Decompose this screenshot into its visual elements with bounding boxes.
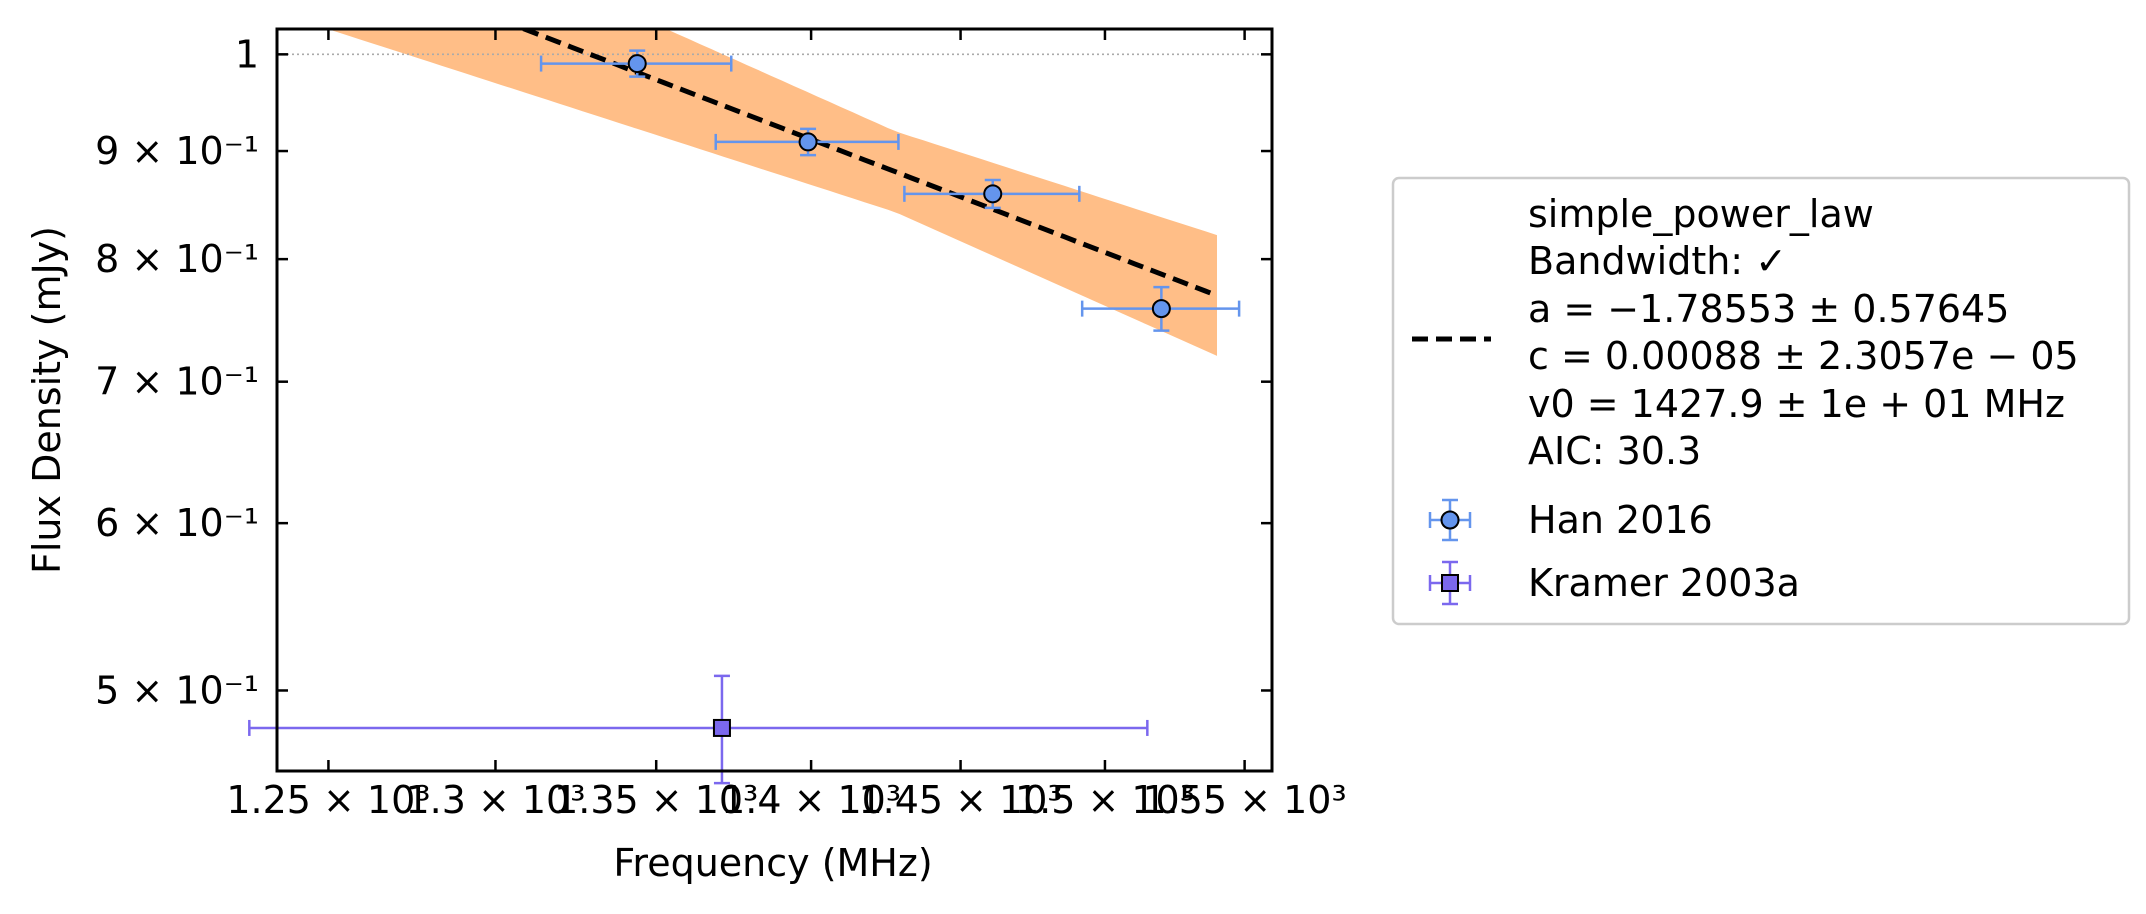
legend-fit-line-6: AIC: 30.3 bbox=[1528, 429, 1701, 473]
legend-box bbox=[1391, 176, 2131, 626]
x-tick-label-1: 1.25 × 10³ bbox=[226, 778, 430, 822]
legend-fit-line-5: v0 = 1427.9 ± 1e + 01 MHz bbox=[1528, 382, 2065, 426]
x-tick-label-4: 1.4 × 10³ bbox=[721, 778, 901, 822]
x-tick-label-2: 1.3 × 10³ bbox=[405, 778, 585, 822]
legend-fit-line-1: simple_power_law bbox=[1528, 192, 1874, 236]
y-tick-label-2: 6 × 10⁻¹ bbox=[95, 501, 259, 545]
y-tick-label-4: 8 × 10⁻¹ bbox=[95, 237, 259, 281]
plot-border bbox=[275, 27, 1274, 773]
legend-fit-line-2: Bandwidth: ✓ bbox=[1528, 239, 1787, 283]
fit-uncertainty-band bbox=[327, 29, 1217, 356]
data-points bbox=[248, 49, 1241, 785]
y-tick-label-6: 1 bbox=[235, 32, 259, 76]
han-2016-point-2 bbox=[714, 127, 900, 157]
legend-fit-line-3: a = −1.78553 ± 0.57645 bbox=[1528, 287, 2009, 331]
square-marker bbox=[712, 718, 731, 737]
x-axis-label: Frequency (MHz) bbox=[613, 841, 932, 885]
x-tick-label-6: 1.5 × 10³ bbox=[1015, 778, 1195, 822]
kramer-2003a-point-1 bbox=[248, 674, 1149, 785]
han-2016-point-3 bbox=[903, 178, 1081, 210]
fit-band-area bbox=[327, 29, 1217, 356]
legend-han-label: Han 2016 bbox=[1528, 498, 1713, 542]
han-2016-point-1 bbox=[539, 49, 733, 78]
x-tick-label-3: 1.35 × 10³ bbox=[554, 778, 758, 822]
han-2016-point-4 bbox=[1080, 285, 1241, 332]
circle-marker bbox=[1151, 299, 1171, 319]
legend-fit-text: simple_power_law Bandwidth: ✓ a = −1.785… bbox=[1528, 192, 2079, 473]
circle-marker bbox=[798, 132, 818, 152]
y-tick-label-1: 5 × 10⁻¹ bbox=[95, 668, 259, 712]
y-axis-label: Flux Density (mJy) bbox=[25, 226, 69, 574]
y-tick-label-5: 9 × 10⁻¹ bbox=[95, 129, 259, 173]
x-tick-label-7: 1.55 × 10³ bbox=[1143, 778, 1347, 822]
y-tick-label-3: 7 × 10⁻¹ bbox=[95, 360, 259, 404]
legend-kramer-marker bbox=[1428, 560, 1472, 606]
legend-han-marker bbox=[1428, 498, 1472, 542]
legend: simple_power_law Bandwidth: ✓ a = −1.785… bbox=[1391, 176, 2131, 626]
legend-fit-line-4: c = 0.00088 ± 2.3057e − 05 bbox=[1528, 334, 2079, 378]
plot-frame bbox=[275, 27, 1274, 773]
legend-kramer-label: Kramer 2003a bbox=[1528, 561, 1800, 605]
circle-marker bbox=[983, 184, 1003, 204]
circle-marker bbox=[627, 54, 647, 74]
x-tick-label-5: 1.45 × 10³ bbox=[858, 778, 1062, 822]
